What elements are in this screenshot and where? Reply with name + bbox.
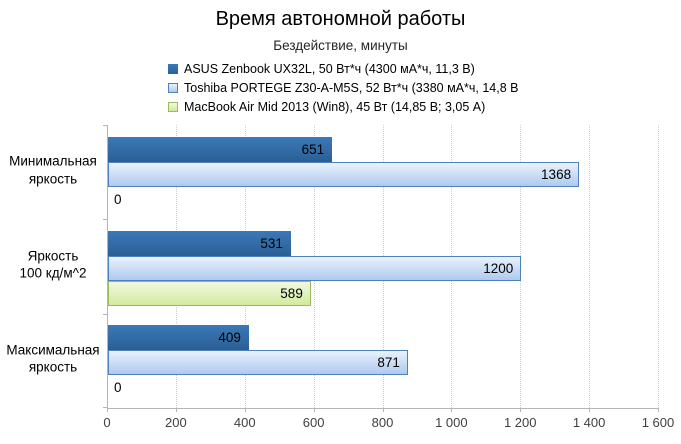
x-axis-label: 200 — [165, 415, 187, 430]
value-label: 1368 — [541, 166, 572, 182]
x-axis-tick — [451, 408, 453, 412]
x-axis-label: 1 000 — [435, 415, 468, 430]
x-axis-tick — [658, 408, 659, 412]
x-axis-tick — [175, 408, 177, 412]
x-axis-label: 1 200 — [503, 415, 537, 430]
x-axis-tick — [107, 408, 108, 412]
value-label: 1200 — [483, 260, 514, 276]
y-axis-tick — [103, 407, 107, 408]
chart-title: Время автономной работы — [215, 8, 466, 30]
x-axis-label: 1 600 — [641, 415, 675, 430]
x-axis-tick — [589, 408, 591, 412]
y-axis-tick — [103, 219, 107, 220]
value-label: 531 — [260, 235, 283, 251]
bar-series2-group1 — [108, 161, 580, 187]
bar-series3-group2 — [108, 280, 311, 306]
bar-series2-group2 — [108, 255, 522, 281]
legend-label: MacBook Air Mid 2013 (Win8), 45 Вт (14,8… — [184, 99, 486, 114]
legend: ASUS Zenbook UX32L, 50 Вт*ч (4300 мА*ч, … — [168, 59, 519, 116]
bar-series1-group2 — [108, 230, 291, 256]
x-axis-tick — [244, 408, 246, 412]
bar-series1-group1 — [108, 136, 333, 162]
legend-item: MacBook Air Mid 2013 (Win8), 45 Вт (14,8… — [168, 97, 519, 116]
category-label: Максимальная яркость — [6, 342, 100, 375]
bar-series2-group3 — [108, 350, 408, 376]
legend-marker-icon — [168, 82, 178, 93]
legend-label: Toshiba PORTEGE Z30-A-M5S, 52 Вт*ч (3380… — [184, 80, 519, 95]
x-axis-tick — [313, 408, 315, 412]
legend-marker-icon — [168, 101, 178, 112]
value-label: 589 — [280, 285, 303, 301]
x-axis-label: 0 — [103, 415, 111, 430]
value-label: 651 — [301, 141, 325, 157]
category-label: Минимальная яркость — [9, 153, 97, 187]
legend-item: ASUS Zenbook UX32L, 50 Вт*ч (4300 мА*ч, … — [168, 59, 519, 78]
x-axis-label: 600 — [302, 415, 325, 430]
y-axis-tick — [103, 314, 107, 315]
x-axis-label: 400 — [233, 415, 256, 430]
value-label: 871 — [377, 355, 400, 371]
category-label: Яркость 100 кд/м^2 — [19, 248, 87, 281]
plot-area: 651 1368 0 531 1200 589 409 871 0 — [103, 125, 659, 412]
x-axis-tick — [520, 408, 522, 412]
bar-series1-group3 — [108, 325, 249, 351]
gridline — [658, 125, 659, 408]
y-axis-tick — [103, 125, 107, 126]
x-axis-tick — [382, 408, 384, 412]
value-label-zero: 0 — [114, 191, 122, 207]
gridline — [589, 125, 591, 408]
x-axis-label: 800 — [371, 415, 394, 430]
legend-marker-icon — [168, 63, 178, 74]
legend-label: ASUS Zenbook UX32L, 50 Вт*ч (4300 мА*ч, … — [184, 61, 475, 76]
legend-item: Toshiba PORTEGE Z30-A-M5S, 52 Вт*ч (3380… — [168, 78, 519, 97]
value-label: 409 — [218, 330, 241, 346]
chart-subtitle: Бездействие, минуты — [273, 38, 408, 53]
x-axis-label: 1 400 — [572, 415, 606, 430]
value-label-zero: 0 — [114, 380, 122, 396]
